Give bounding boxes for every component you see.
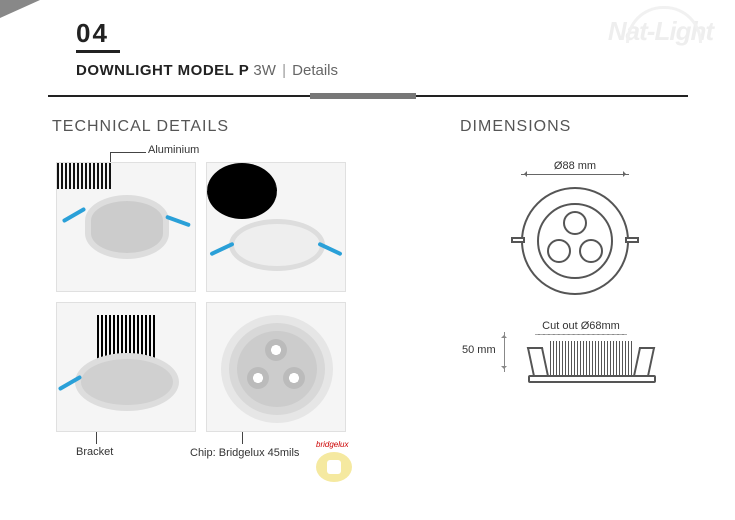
watermark-logo: Nat-Light bbox=[608, 16, 713, 47]
product-image-side bbox=[56, 302, 196, 432]
section-dimensions-heading: DIMENSIONS bbox=[460, 118, 571, 136]
callout-line bbox=[110, 152, 146, 153]
page-number-underline bbox=[76, 50, 120, 53]
corner-triangle bbox=[0, 0, 40, 18]
product-image-grid bbox=[56, 162, 346, 432]
product-image-top bbox=[206, 162, 346, 292]
dimension-height-arrow bbox=[504, 332, 505, 372]
callout-aluminium: Aluminium bbox=[148, 144, 199, 156]
dimension-front-drawing: Ø88 mm bbox=[500, 160, 650, 295]
bridgelux-chip-icon: bridgelux bbox=[310, 440, 360, 486]
bridgelux-label: bridgelux bbox=[316, 440, 348, 449]
title-model: DOWNLIGHT MODEL P bbox=[76, 62, 249, 79]
page-title: DOWNLIGHT MODEL P 3W | Details bbox=[76, 62, 338, 79]
title-wattage: 3W bbox=[253, 62, 276, 79]
product-image-front bbox=[206, 302, 346, 432]
dimension-cutout-label: Cut out Ø68mm bbox=[496, 320, 666, 332]
section-technical-heading: TECHNICAL DETAILS bbox=[52, 118, 229, 136]
callout-chip: Chip: Bridgelux 45mils bbox=[190, 447, 299, 459]
title-sub: Details bbox=[292, 62, 338, 79]
title-separator: | bbox=[282, 62, 286, 79]
page-number: 04 bbox=[76, 18, 109, 49]
dimension-cutout-line bbox=[535, 334, 627, 335]
product-image-angled bbox=[56, 162, 196, 292]
callout-bracket: Bracket bbox=[76, 446, 113, 458]
dimension-height-label: 50 mm bbox=[462, 344, 496, 356]
header-accent-bar bbox=[310, 93, 416, 99]
dimension-side-drawing: Cut out Ø68mm bbox=[496, 320, 666, 401]
